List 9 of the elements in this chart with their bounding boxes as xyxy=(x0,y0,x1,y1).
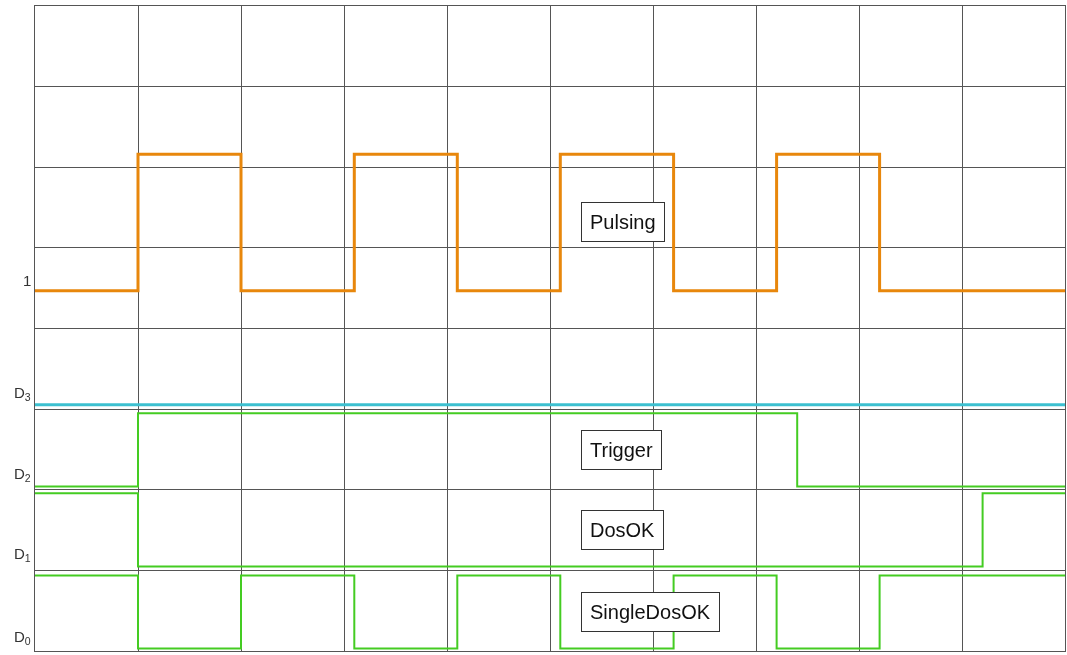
text: D$_{2}$ xyxy=(14,465,31,485)
series-label: Pulsing xyxy=(590,211,656,233)
series-label: DosOK xyxy=(590,519,656,541)
text: D$_{3}$ xyxy=(14,384,31,404)
text: D$_{0}$ xyxy=(14,628,31,648)
series-label: SingleDosOK xyxy=(590,601,711,623)
text: 1 xyxy=(23,272,32,289)
series-label: Trigger xyxy=(590,439,653,461)
text: D$_{1}$ xyxy=(14,545,31,565)
